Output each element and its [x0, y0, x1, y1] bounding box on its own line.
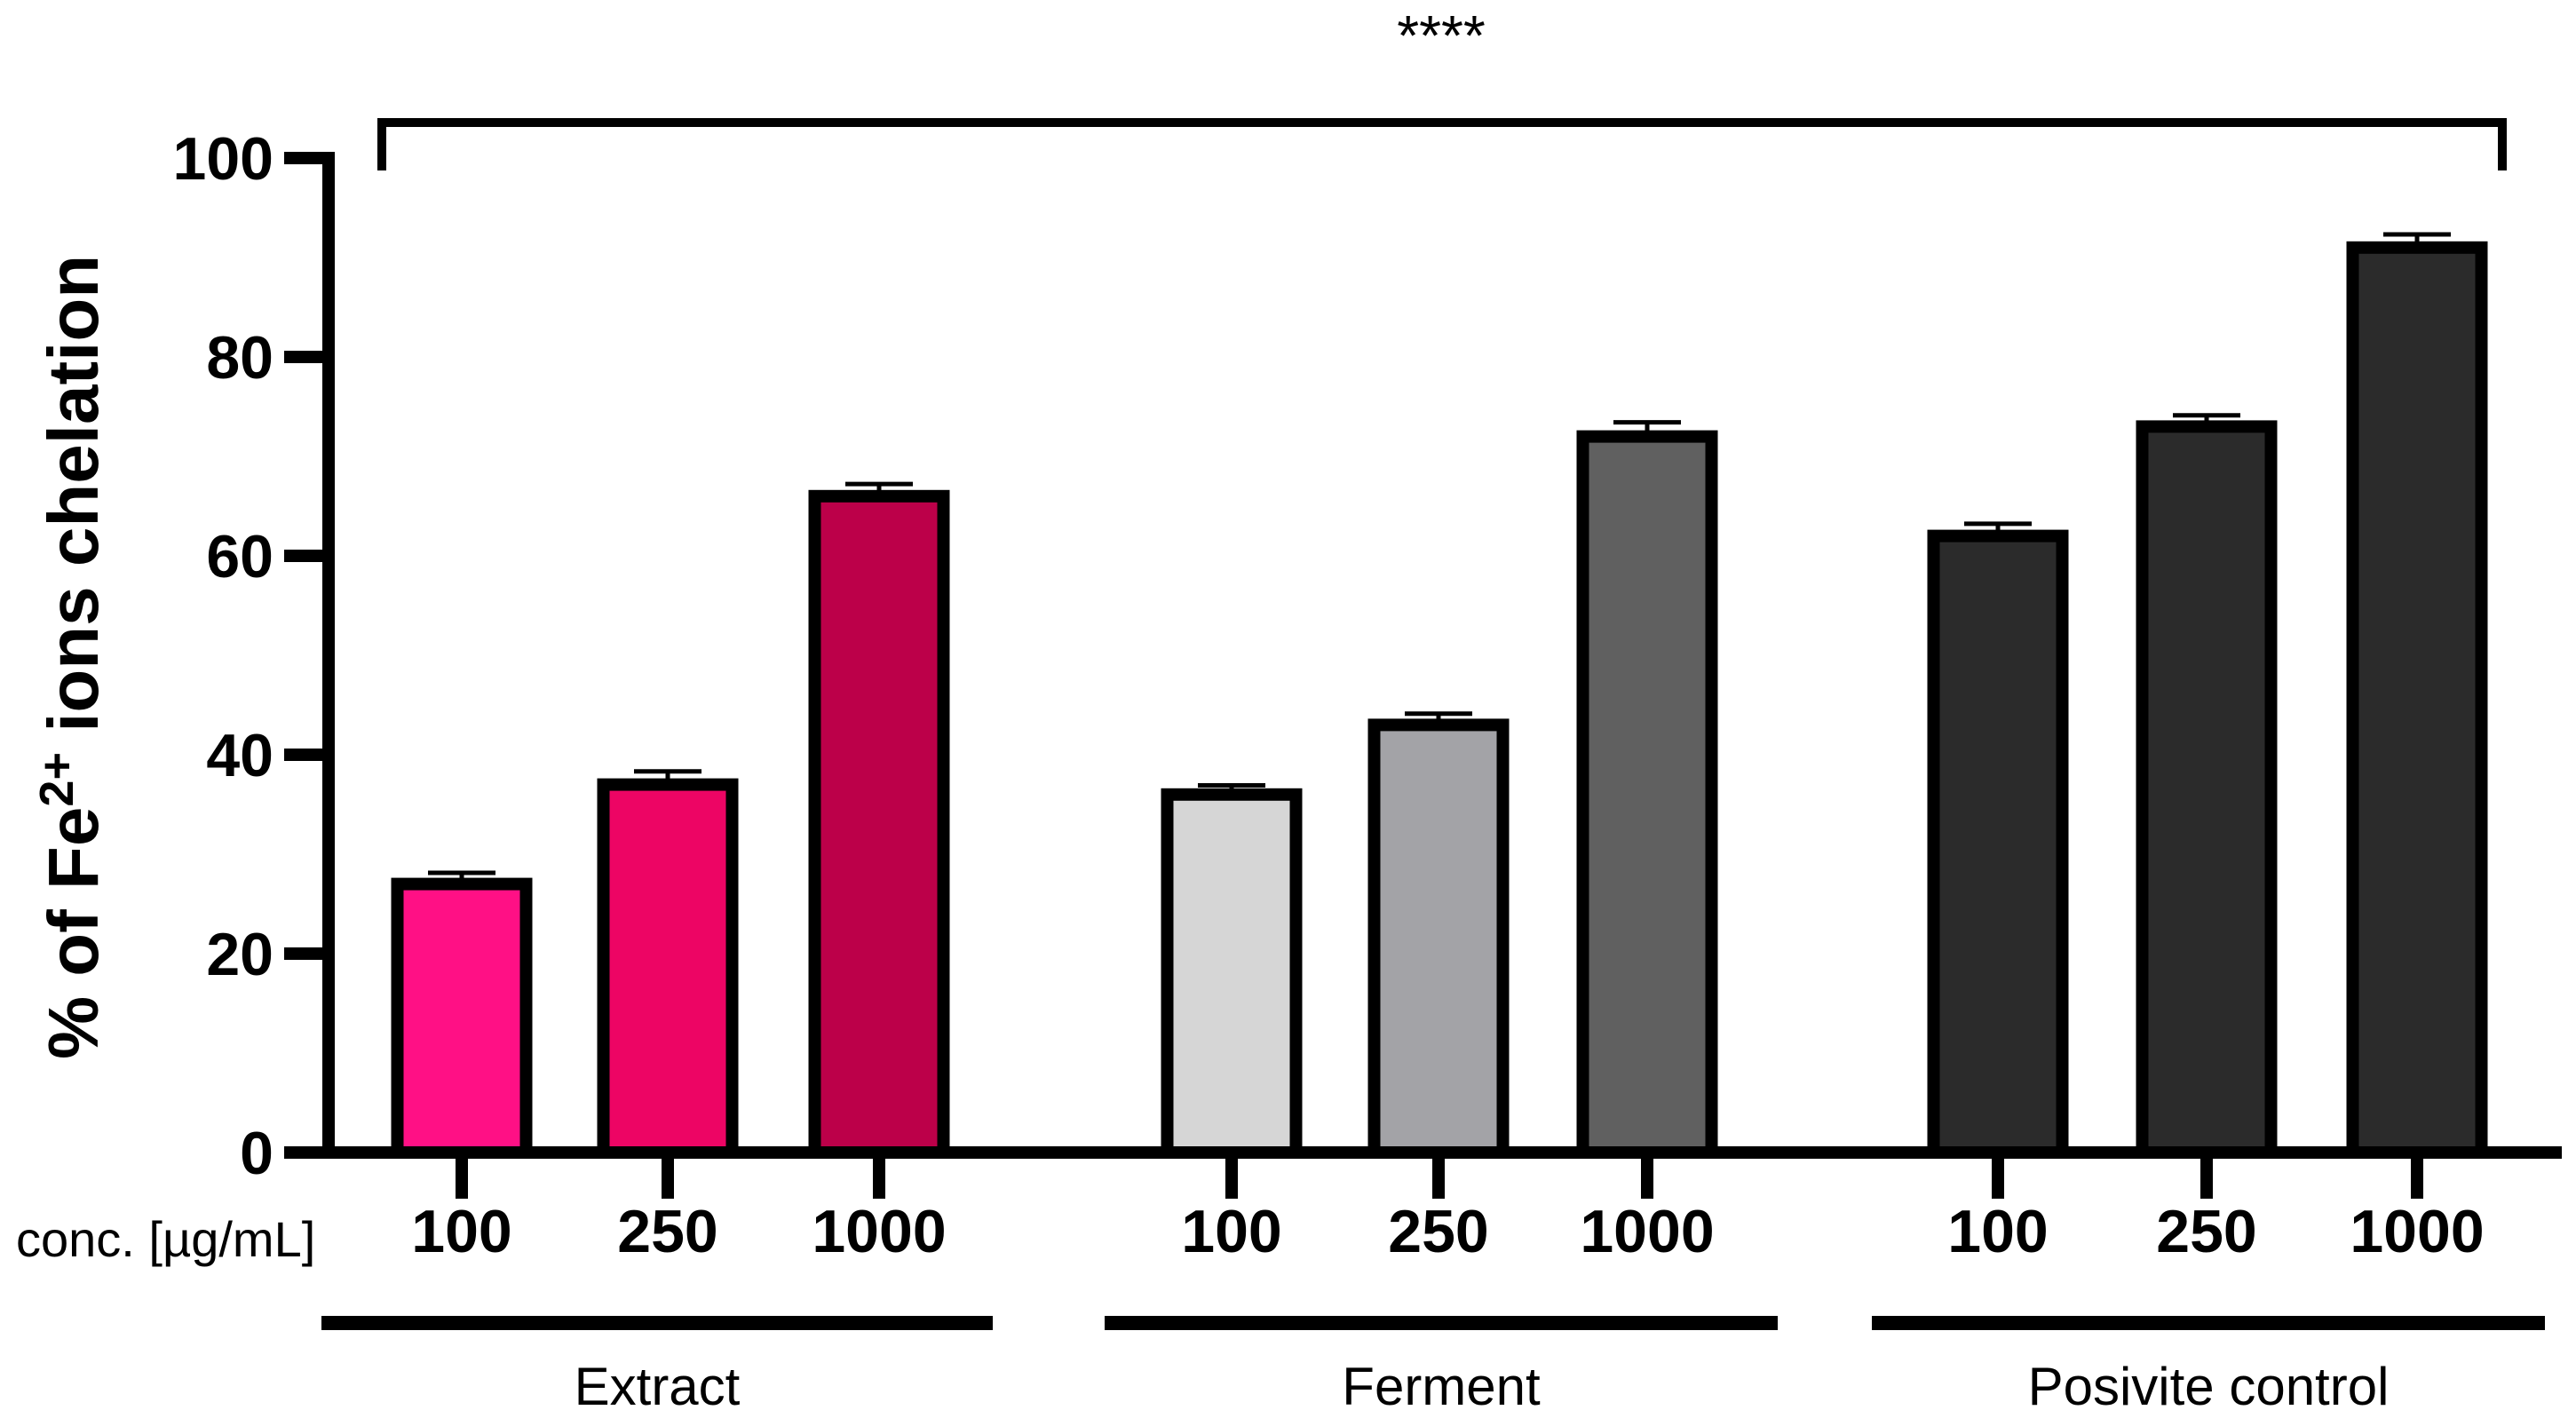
bar	[2346, 241, 2488, 1159]
x-tick-label: 100	[1181, 1198, 1281, 1265]
significance-bracket-layer	[377, 118, 2507, 170]
group-label: Extract	[575, 1357, 741, 1416]
y-tick-label: 60	[206, 523, 273, 590]
y-tick-label: 0	[240, 1120, 273, 1187]
x-tick-label: 250	[1388, 1198, 1488, 1265]
y-axis-label-part: % of Fe	[34, 807, 113, 1059]
x-tick-label: 1000	[812, 1198, 946, 1265]
bar	[2136, 420, 2278, 1159]
bar	[391, 877, 533, 1159]
bar	[1927, 529, 2069, 1159]
x-tick-label: 1000	[1580, 1198, 1714, 1265]
y-tick-label: 100	[173, 125, 273, 193]
bar	[1576, 430, 1718, 1160]
bar	[1367, 718, 1510, 1160]
x-tick-label: 250	[617, 1198, 717, 1265]
x-tick-label: 1000	[2350, 1198, 2484, 1265]
bar	[597, 778, 739, 1159]
y-axis-label-part: ions chelation	[34, 255, 113, 752]
bars-layer	[391, 232, 2488, 1160]
x-axis-label: conc. [µg/mL]	[16, 1211, 315, 1267]
x-tick-label: 250	[2156, 1198, 2256, 1265]
significance-label: ****	[1397, 4, 1486, 67]
bar	[808, 489, 950, 1159]
group-label: Posivite control	[2028, 1357, 2390, 1416]
bar	[1161, 788, 1303, 1159]
y-tick-label: 20	[206, 921, 273, 988]
x-tick-label: 100	[1947, 1198, 2048, 1265]
labels-layer: 0 20 40 60 80 100 100 250 1000 Extract 100 250 1000 F…	[173, 125, 2485, 1416]
x-tick-label: 100	[411, 1198, 511, 1265]
y-tick-label: 40	[206, 722, 273, 789]
y-axis-label: % of Fe2+ ions chelation	[30, 255, 113, 1059]
y-axis-label-superscript: 2+	[30, 752, 83, 807]
significance-bracket	[377, 118, 2507, 170]
y-tick-label: 80	[206, 324, 273, 392]
group-label: Ferment	[1342, 1357, 1541, 1416]
